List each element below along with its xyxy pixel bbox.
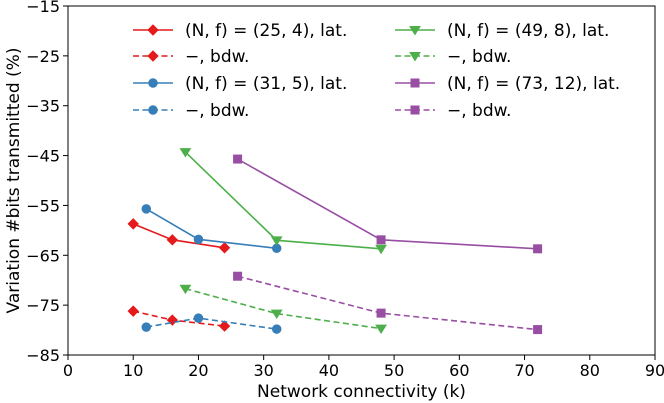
- legend-marker-7: [410, 105, 420, 115]
- x-tick-label-8: 80: [580, 361, 600, 380]
- y-tick-label-6: −25: [26, 47, 60, 66]
- legend-marker-2: [148, 78, 158, 88]
- data-point-1-0: [127, 305, 139, 317]
- legend-marker-1: [147, 50, 159, 62]
- y-tick-label-0: −85: [26, 346, 60, 365]
- series-line-6: [237, 158, 538, 250]
- legend-marker-5: [409, 52, 421, 62]
- x-tick-label-0: 0: [63, 361, 73, 380]
- data-point-2-1: [193, 234, 204, 245]
- x-tick-label-1: 10: [123, 361, 143, 380]
- data-point-7-0: [233, 271, 243, 281]
- legend-marker-6: [410, 78, 420, 88]
- data-point-6-2: [533, 244, 543, 254]
- legend-label-3: −, bdw.: [185, 101, 249, 121]
- legend-label-5: −, bdw.: [447, 47, 511, 67]
- axes: 0 10 20 30 40 50 60 70 80 90 −85 −75 −65 −55 −45 −35 −25…: [26, 0, 664, 380]
- data-point-5-0: [179, 284, 192, 295]
- legend-label-6: (N, f) = (73, 12), lat.: [447, 74, 620, 94]
- legend-marker-4: [409, 26, 421, 36]
- data-point-4-0: [179, 148, 192, 158]
- y-tick-label-5: −35: [26, 97, 60, 116]
- y-tick-label-1: −75: [26, 296, 60, 315]
- legend-label-4: (N, f) = (49, 8), lat.: [447, 21, 609, 41]
- legend-label-2: (N, f) = (31, 5), lat.: [185, 74, 347, 94]
- y-axis-label: Variation #bits transmitted (%): [4, 48, 24, 314]
- legend: (N, f) = (25, 4), lat. −, bdw. (N, f) = (3…: [133, 21, 620, 121]
- data-point-0-1: [166, 234, 179, 246]
- y-tick-label-7: −15: [26, 0, 60, 16]
- series-line-7: [237, 275, 538, 331]
- data-point-7-2: [533, 325, 543, 335]
- data-point-7-1: [376, 308, 386, 318]
- y-tick-label-2: −65: [26, 246, 60, 265]
- x-tick-label-3: 30: [253, 361, 273, 380]
- data-point-6-0: [233, 154, 243, 164]
- legend-label-1: −, bdw.: [185, 47, 249, 67]
- data-point-4-2: [375, 244, 387, 255]
- data-point-1-2: [218, 320, 231, 332]
- data-point-3-2: [271, 324, 282, 334]
- data-point-0-2: [218, 242, 231, 254]
- legend-marker-3: [148, 105, 158, 115]
- data-point-6-1: [376, 235, 386, 245]
- x-axis-label: Network connectivity (k): [257, 382, 466, 402]
- series-line-3: [146, 317, 277, 330]
- x-tick-label-5: 50: [384, 361, 404, 380]
- legend-marker-0: [147, 24, 159, 36]
- series-line-4: [184, 151, 382, 250]
- legend-label-7: −, bdw.: [447, 101, 511, 121]
- x-tick-label-9: 90: [645, 361, 664, 380]
- y-tick-label-3: −55: [26, 196, 60, 215]
- y-tick-label-4: −45: [26, 147, 60, 166]
- data-point-3-1: [193, 313, 204, 323]
- x-tick-label-2: 20: [188, 361, 208, 380]
- legend-label-0: (N, f) = (25, 4), lat.: [185, 21, 347, 41]
- series-line-2: [145, 208, 277, 250]
- plot-area: [127, 148, 543, 335]
- data-point-5-2: [375, 324, 387, 335]
- data-point-0-0: [127, 218, 139, 230]
- x-tick-label-6: 60: [449, 361, 469, 380]
- data-point-4-1: [270, 236, 283, 246]
- x-tick-label-4: 40: [319, 361, 339, 380]
- plot-frame: [67, 5, 656, 356]
- series-line-5: [185, 287, 382, 330]
- x-tick-label-7: 70: [514, 361, 534, 380]
- data-point-3-0: [141, 322, 152, 332]
- data-point-5-1: [270, 309, 283, 320]
- data-point-2-0: [141, 204, 152, 214]
